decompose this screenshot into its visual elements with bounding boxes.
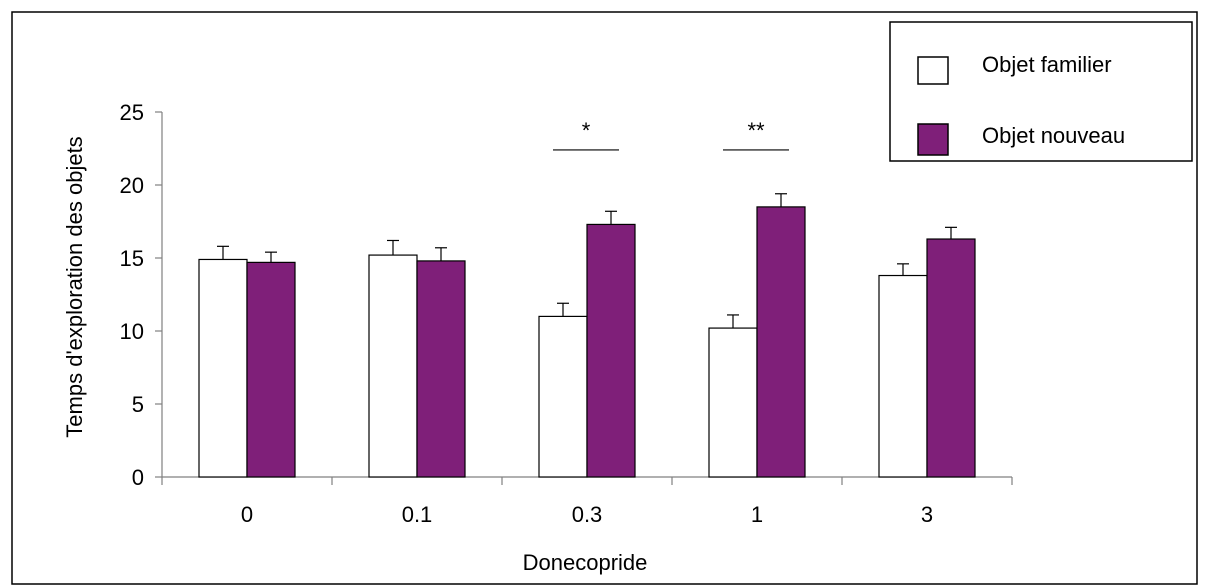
y-tick-label: 25 xyxy=(120,100,144,125)
x-tick-label: 1 xyxy=(751,502,763,527)
bar-familier xyxy=(368,254,418,478)
bar-familier xyxy=(198,258,248,478)
legend-swatch-nouveau xyxy=(917,123,949,156)
y-tick-label: 5 xyxy=(132,392,144,417)
legend-label-nouveau: Objet nouveau xyxy=(982,123,1125,148)
y-tick-label: 20 xyxy=(120,173,144,198)
x-tick-label: 0.3 xyxy=(572,502,603,527)
x-axis-label: Donecopride xyxy=(523,550,648,575)
bars xyxy=(198,193,976,478)
bar-familier xyxy=(538,315,588,478)
x-tick-label: 3 xyxy=(921,502,933,527)
legend: Objet familier Objet nouveau xyxy=(889,21,1193,162)
y-tick-label: 10 xyxy=(120,319,144,344)
significance-label: ** xyxy=(747,118,765,143)
bar-nouveau xyxy=(246,261,296,478)
y-axis: 0 5 10 15 20 25 xyxy=(120,100,163,490)
bar-nouveau xyxy=(756,206,806,478)
bar-nouveau xyxy=(586,223,636,478)
bar-familier xyxy=(708,327,758,478)
y-axis-label: Temps d'exploration des objets xyxy=(62,136,87,437)
x-tick-label: 0 xyxy=(241,502,253,527)
significance-label: * xyxy=(582,118,591,143)
legend-swatch-familier xyxy=(917,56,949,85)
bar-familier xyxy=(878,274,928,478)
x-tick-label: 0.1 xyxy=(402,502,433,527)
significance-markers: * ** xyxy=(553,118,789,151)
y-tick-label: 0 xyxy=(132,465,144,490)
bar-nouveau xyxy=(926,238,976,478)
bar-nouveau xyxy=(416,260,466,478)
y-tick-label: 15 xyxy=(120,246,144,271)
legend-label-familier: Objet familier xyxy=(982,52,1112,77)
